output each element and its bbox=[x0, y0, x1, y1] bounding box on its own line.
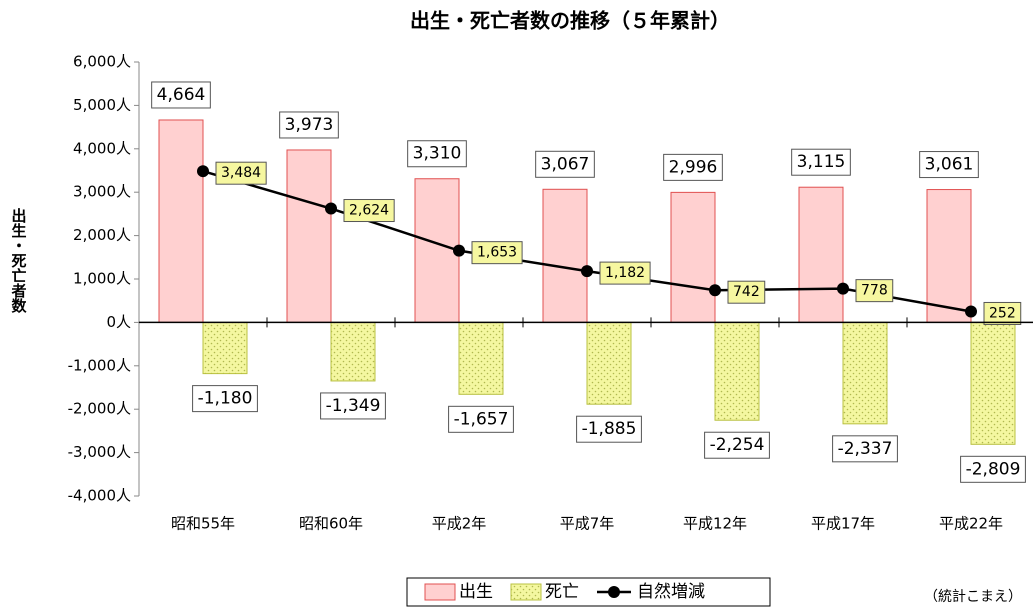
line-point bbox=[197, 165, 209, 178]
bar bbox=[202, 321, 248, 375]
bar bbox=[842, 321, 888, 425]
bar bbox=[926, 189, 972, 323]
y-tick-label: 6,000人 bbox=[73, 53, 131, 71]
x-tick-label: 平成12年 bbox=[683, 515, 747, 533]
data-label: -1,885 bbox=[582, 419, 637, 439]
y-tick-label: -4,000人 bbox=[68, 487, 131, 505]
data-label-box bbox=[704, 431, 770, 459]
data-label: 778 bbox=[861, 283, 888, 299]
y-tick-label: 2,000人 bbox=[73, 226, 131, 244]
data-label-box bbox=[576, 415, 642, 443]
data-label-box bbox=[960, 455, 1026, 483]
y-tick-label: -2,000人 bbox=[68, 400, 131, 418]
data-label-box bbox=[279, 111, 339, 139]
y-tick-label: -1,000人 bbox=[68, 356, 131, 374]
bar bbox=[286, 149, 332, 323]
line-point bbox=[837, 282, 849, 295]
bar bbox=[670, 191, 716, 323]
bar bbox=[458, 321, 504, 395]
data-label-box bbox=[448, 405, 514, 433]
data-label-box bbox=[215, 161, 267, 185]
bar bbox=[798, 186, 844, 323]
data-label: 3,310 bbox=[413, 144, 462, 164]
legend-swatch bbox=[510, 583, 542, 601]
data-label-box bbox=[663, 153, 723, 181]
legend-box bbox=[406, 577, 771, 607]
data-label-box bbox=[791, 148, 851, 176]
legend-swatch bbox=[424, 583, 456, 601]
data-label: 1,182 bbox=[605, 265, 645, 281]
data-label-box bbox=[407, 140, 467, 168]
data-label: 3,061 bbox=[925, 155, 974, 175]
y-tick-label: -3,000人 bbox=[68, 443, 131, 461]
source-note: （統計こまえ） bbox=[924, 589, 1022, 605]
data-label-box bbox=[471, 241, 523, 265]
x-tick-label: 平成2年 bbox=[432, 515, 487, 533]
data-label-box bbox=[832, 435, 898, 463]
data-label: 3,484 bbox=[221, 165, 261, 181]
x-tick-label: 昭和60年 bbox=[299, 515, 363, 533]
data-label-box bbox=[599, 261, 651, 285]
bar bbox=[158, 119, 204, 323]
line-point bbox=[325, 202, 337, 215]
line-point bbox=[453, 244, 465, 257]
data-label-box bbox=[855, 279, 894, 303]
data-label: -1,349 bbox=[326, 396, 381, 416]
bar bbox=[970, 321, 1016, 445]
data-label: -1,657 bbox=[454, 409, 509, 429]
line-point bbox=[965, 305, 977, 318]
data-label: 3,067 bbox=[541, 154, 590, 174]
legend-swatch bbox=[608, 586, 620, 598]
data-label-box bbox=[320, 392, 386, 420]
y-tick-label: 1,000人 bbox=[73, 270, 131, 288]
data-label-box bbox=[919, 151, 979, 179]
bar bbox=[586, 321, 632, 405]
legend-label: 死亡 bbox=[545, 582, 579, 602]
data-label: 742 bbox=[733, 284, 760, 300]
y-tick-label: 0人 bbox=[106, 313, 131, 331]
data-label-box bbox=[192, 385, 258, 413]
data-label-box bbox=[343, 199, 395, 223]
data-label: 252 bbox=[989, 305, 1016, 321]
data-label-box bbox=[983, 301, 1022, 325]
chart-title: 出生・死亡者数の推移（５年累計） bbox=[410, 9, 730, 33]
x-tick-label: 平成17年 bbox=[811, 515, 875, 533]
x-tick-label: 平成7年 bbox=[560, 515, 615, 533]
data-label: 2,624 bbox=[349, 203, 389, 219]
data-label: -2,254 bbox=[710, 435, 765, 455]
data-label-box bbox=[535, 150, 595, 178]
data-label: -2,809 bbox=[966, 459, 1021, 479]
y-tick-label: 3,000人 bbox=[73, 183, 131, 201]
data-label: 4,664 bbox=[157, 85, 206, 105]
bar bbox=[414, 178, 460, 323]
data-label-box bbox=[727, 280, 766, 304]
data-label-box bbox=[151, 81, 211, 109]
data-label: -2,337 bbox=[838, 439, 893, 459]
x-tick-label: 昭和55年 bbox=[171, 515, 235, 533]
legend-label: 自然増減 bbox=[637, 582, 705, 602]
line-point bbox=[709, 284, 721, 297]
bar bbox=[542, 188, 588, 323]
legend-label: 出生 bbox=[459, 582, 493, 602]
data-label: 2,996 bbox=[669, 157, 718, 177]
x-tick-label: 平成22年 bbox=[939, 515, 1003, 533]
data-label: -1,180 bbox=[198, 389, 253, 409]
data-label: 1,653 bbox=[477, 245, 517, 261]
y-tick-label: 5,000人 bbox=[73, 96, 131, 114]
line-point bbox=[581, 265, 593, 278]
bar bbox=[330, 321, 376, 382]
y-axis-label: 出生・死亡者数 bbox=[10, 207, 28, 314]
data-label: 3,115 bbox=[797, 152, 846, 172]
bar bbox=[714, 321, 760, 421]
data-label: 3,973 bbox=[285, 115, 334, 135]
y-tick-label: 4,000人 bbox=[73, 139, 131, 157]
